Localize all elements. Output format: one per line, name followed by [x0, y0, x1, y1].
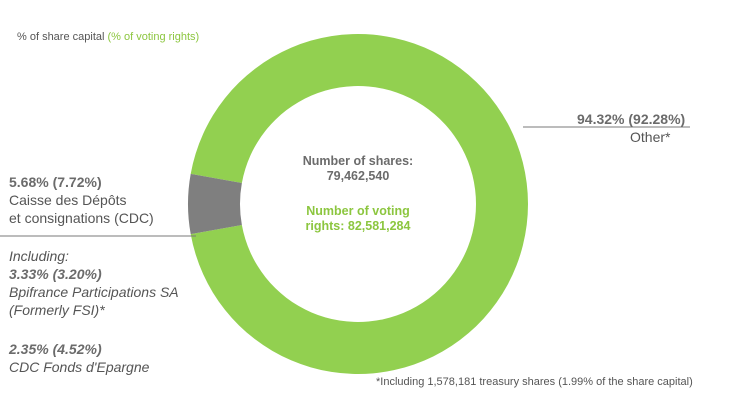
legend-voting-rights: (% of voting rights)	[107, 31, 200, 43]
bpi-label: Including: 3.33% (3.20%) Bpifrance Parti…	[9, 247, 179, 319]
footnote: *Including 1,578,181 treasury shares (1.…	[376, 376, 693, 388]
bpi-voting-pct: (3.20%)	[52, 266, 102, 282]
chart-legend: % of share capital (% of voting rights)	[17, 31, 199, 43]
bpi-name-line1: Bpifrance Participations SA	[9, 284, 179, 300]
cdc-voting-pct: (7.72%)	[52, 174, 102, 190]
other-name: Other*	[630, 129, 671, 145]
other-label: 94.32% (92.28%) Other*	[577, 110, 685, 146]
donut-slices	[188, 34, 528, 375]
voting-value: rights: 82,581,284	[305, 219, 411, 233]
cdc-label: 5.68% (7.72%) Caisse des Dépôts et consi…	[9, 173, 154, 227]
other-pct: 94.32%	[577, 111, 625, 127]
shares-label: Number of shares:	[302, 154, 414, 168]
legend-share-capital: % of share capital	[17, 31, 105, 43]
shares-count: Number of shares: 79,462,540	[283, 154, 433, 184]
donut-slice-cdc	[188, 173, 242, 235]
bpi-name-line2: (Formerly FSI)*	[9, 302, 105, 318]
cdc-name-line2: et consignations (CDC)	[9, 210, 154, 226]
epargne-pct: 2.35%	[9, 341, 49, 357]
donut-slice-other	[190, 34, 528, 375]
epargne-voting-pct: (4.52%)	[52, 341, 102, 357]
including-label: Including:	[9, 248, 69, 264]
voting-label: Number of voting	[306, 204, 410, 218]
cdc-name-line1: Caisse des Dépôts	[9, 192, 127, 208]
epargne-label: 2.35% (4.52%) CDC Fonds d'Epargne	[9, 340, 149, 376]
cdc-pct: 5.68%	[9, 174, 49, 190]
voting-rights-count: Number of voting rights: 82,581,284	[283, 204, 433, 234]
shares-value: 79,462,540	[326, 169, 390, 183]
bpi-pct: 3.33%	[9, 266, 49, 282]
epargne-name: CDC Fonds d'Epargne	[9, 359, 150, 375]
other-voting-pct: (92.28%)	[628, 111, 686, 127]
